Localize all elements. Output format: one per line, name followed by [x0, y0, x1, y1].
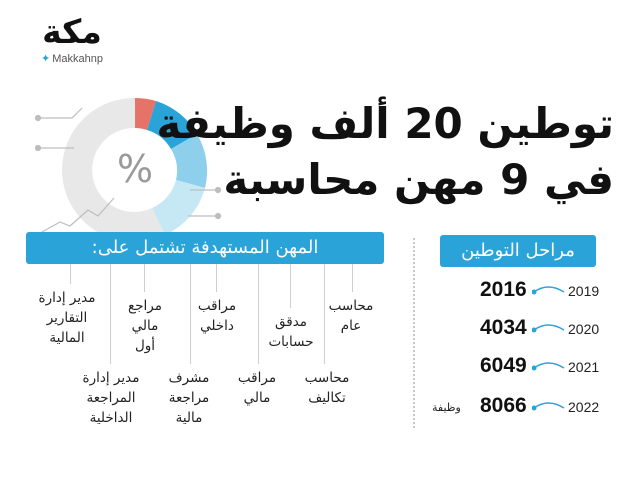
percent-donut-icon: % [34, 97, 222, 242]
title-line-1: توطين 20 ألف وظيفة [156, 99, 614, 148]
stage-value: 2016 [480, 278, 527, 301]
logo-handle: ✦ Makkahnp [22, 52, 122, 65]
twitter-bird-icon: ✦ [41, 53, 51, 65]
job-connector [190, 264, 191, 364]
logo-handle-text: Makkahnp [52, 53, 103, 65]
job-item: مراقب داخلي [197, 298, 237, 334]
timeline-arc-icon [532, 402, 565, 411]
stage-value: 8066 [480, 394, 527, 417]
stage-row: 6049 2021 [432, 354, 602, 378]
stages-header: مراحل التوطين [440, 235, 596, 267]
job-connector [290, 264, 291, 308]
job-item: مدقق حسابات [268, 314, 314, 350]
timeline-arc-icon [532, 286, 565, 295]
job-item: مدير إدارة التقارير المالية [38, 290, 96, 346]
stage-row: 4034 2020 [432, 316, 602, 340]
stage-year: 2021 [568, 359, 600, 375]
stage-year: 2019 [568, 283, 600, 299]
timeline-arc-icon [532, 324, 565, 333]
stage-row: 2016 2019 [432, 278, 602, 302]
job-connector [144, 264, 145, 292]
job-connector [258, 264, 259, 364]
job-connector [352, 264, 353, 292]
job-item: محاسب عام [328, 298, 374, 334]
stage-row: وظيفة 8066 2022 [432, 394, 602, 418]
stage-year: 2022 [568, 399, 600, 415]
job-connector [110, 264, 111, 364]
section-divider [413, 238, 415, 428]
percent-symbol: % [117, 147, 153, 191]
job-item: محاسب تكاليف [304, 370, 350, 406]
page-title: توطين 20 ألف وظيفة في 9 مهن محاسبة [156, 96, 614, 208]
job-connector [70, 264, 71, 284]
logo: مكة ✦ Makkahnp [22, 12, 122, 66]
job-item: مراجع مالي أول [128, 298, 162, 354]
stage-unit: وظيفة [432, 401, 461, 414]
logo-wordmark: مكة [42, 12, 102, 51]
title-line-2: في 9 مهن محاسبة [223, 155, 614, 204]
job-connector [324, 264, 325, 364]
job-item: مراقب مالي [237, 370, 277, 406]
job-connector [216, 264, 217, 292]
job-item: مشرف مراجعة مالية [168, 370, 210, 426]
jobs-header: المهن المستهدفة تشتمل على: [26, 232, 384, 264]
timeline-arc-icon [532, 362, 565, 371]
stage-value: 4034 [480, 316, 527, 339]
stage-value: 6049 [480, 354, 527, 377]
job-item: مدير إدارة المراجعة الداخلية [82, 370, 140, 426]
stage-year: 2020 [568, 321, 600, 337]
